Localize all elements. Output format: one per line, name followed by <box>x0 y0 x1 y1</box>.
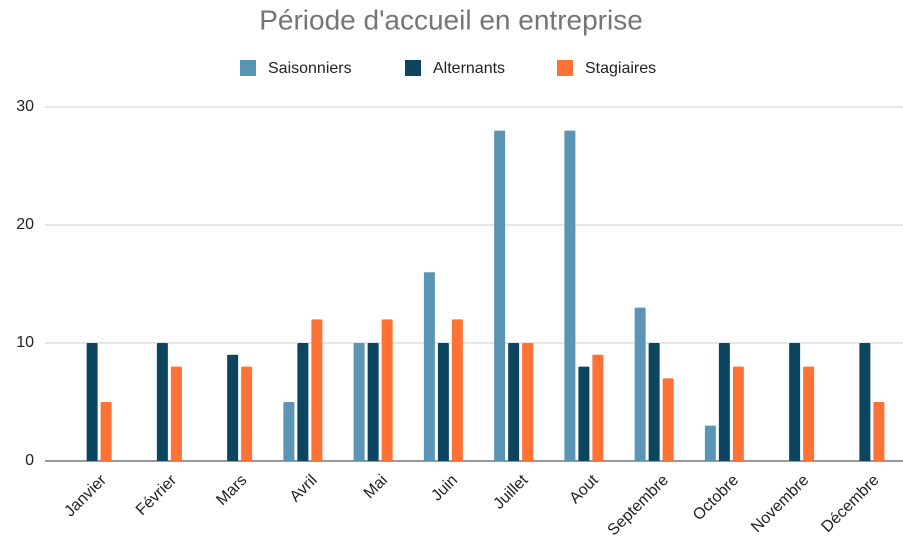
x-tick-label: Septembre <box>605 472 672 539</box>
x-tick-label: Mars <box>213 472 250 509</box>
bar <box>170 366 182 461</box>
x-tick-label: Décembre <box>818 472 882 536</box>
bar <box>508 343 520 461</box>
bar <box>353 343 365 461</box>
legend-label: Stagiaires <box>585 60 656 77</box>
bar <box>437 343 449 461</box>
bar <box>662 378 674 461</box>
bar <box>494 130 506 461</box>
bar <box>156 343 168 461</box>
x-tick-label: Février <box>133 471 181 519</box>
bar <box>634 307 646 461</box>
legend-label: Saisonniers <box>268 60 352 77</box>
x-tick-label: Avril <box>287 472 321 506</box>
legend-swatch <box>240 60 256 76</box>
x-tick-label: Novembre <box>748 472 812 536</box>
legend-label: Alternants <box>433 60 505 77</box>
bar <box>367 343 379 461</box>
bar <box>241 366 253 461</box>
bar <box>732 366 744 461</box>
bar <box>100 402 112 461</box>
legend-swatch <box>557 60 573 76</box>
bar <box>311 319 323 461</box>
bar <box>522 343 534 461</box>
bar <box>381 319 393 461</box>
y-tick-label: 20 <box>16 216 34 233</box>
bar <box>704 425 716 461</box>
x-tick-label: Aout <box>566 471 602 507</box>
legend-swatch <box>405 60 421 76</box>
bar <box>423 272 435 461</box>
bar <box>227 354 239 461</box>
y-tick-label: 0 <box>25 452 34 469</box>
x-tick-label: Mai <box>361 472 391 502</box>
bar <box>86 343 98 461</box>
bar <box>859 343 871 461</box>
bar <box>873 402 885 461</box>
bar <box>718 343 730 461</box>
bar <box>789 343 801 461</box>
x-tick-label: Janvier <box>61 471 110 520</box>
bar <box>297 343 309 461</box>
y-tick-label: 30 <box>16 98 34 115</box>
bar <box>578 366 590 461</box>
x-tick-label: Octobre <box>690 472 742 524</box>
bar <box>283 402 295 461</box>
y-tick-label: 10 <box>16 334 34 351</box>
x-tick-label: Juillet <box>490 471 531 512</box>
bar <box>648 343 660 461</box>
x-tick-label: Juin <box>428 472 461 505</box>
bar <box>564 130 576 461</box>
chart-title: Période d'accueil en entreprise <box>259 4 643 35</box>
bar <box>451 319 463 461</box>
bar <box>592 354 604 461</box>
bar <box>803 366 815 461</box>
